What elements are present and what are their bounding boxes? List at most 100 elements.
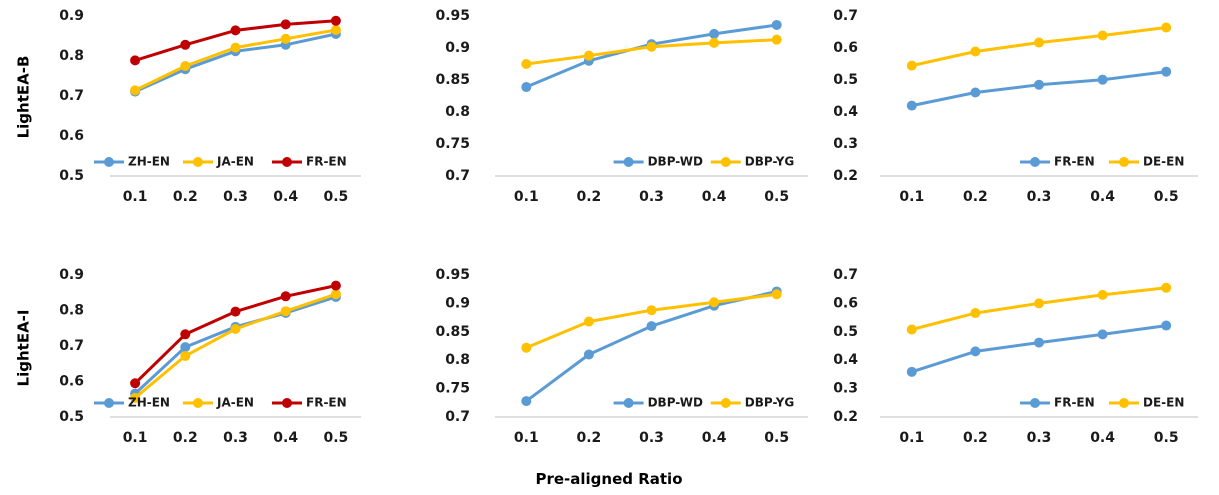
y-tick-label: 0.7 bbox=[59, 338, 84, 354]
legend-label-dbp-wd: DBP-WD bbox=[648, 396, 703, 410]
data-point-fr-en bbox=[230, 25, 241, 36]
x-tick-label: 0.5 bbox=[764, 430, 789, 446]
x-tick-label: 0.1 bbox=[123, 189, 148, 205]
y-tick-label: 0.85 bbox=[435, 72, 470, 88]
row-label-bottom: LightEA-I bbox=[15, 310, 33, 387]
data-point-fr-en bbox=[280, 19, 291, 30]
series-line-dbp-wd bbox=[524, 23, 779, 89]
legend-label-dbp-yg: DBP-YG bbox=[745, 155, 794, 169]
x-tick-label: 0.4 bbox=[1090, 430, 1115, 446]
x-axis-title: Pre-aligned Ratio bbox=[535, 470, 682, 488]
y-tick-label: 0.6 bbox=[833, 295, 858, 311]
data-point-dbp-wd bbox=[583, 349, 594, 360]
legend-label-fr-en: FR-EN bbox=[306, 155, 347, 169]
data-point-dbp-yg bbox=[771, 34, 782, 45]
data-point-de-en bbox=[1161, 22, 1172, 33]
legend-label-zh-en: ZH-EN bbox=[128, 396, 170, 410]
legend-marker-fr-en bbox=[1030, 157, 1040, 167]
y-tick-label: 0.7 bbox=[445, 168, 470, 184]
data-point-fr-en bbox=[970, 346, 981, 357]
y-tick-label: 0.7 bbox=[445, 409, 470, 425]
y-tick-label: 0.9 bbox=[59, 8, 84, 24]
row-label-top: LightEA-B bbox=[15, 56, 33, 139]
data-point-de-en bbox=[1034, 298, 1044, 309]
data-point-de-en bbox=[1097, 289, 1108, 300]
data-point-ja-en bbox=[130, 85, 141, 96]
data-point-de-en bbox=[1034, 37, 1044, 48]
y-tick-label: 0.8 bbox=[59, 303, 84, 319]
data-point-fr-en bbox=[906, 100, 917, 111]
x-tick-label: 0.1 bbox=[123, 430, 148, 446]
data-point-dbp-yg bbox=[709, 297, 720, 308]
x-tick-label: 0.1 bbox=[899, 430, 924, 446]
data-point-fr-en bbox=[1097, 329, 1108, 340]
data-point-dbp-yg bbox=[521, 59, 532, 69]
data-point-dbp-wd bbox=[709, 28, 720, 39]
data-point-fr-en bbox=[970, 87, 981, 98]
data-point-fr-en bbox=[330, 280, 341, 291]
legend-marker-dbp-wd bbox=[623, 398, 634, 408]
y-tick-label: 0.2 bbox=[833, 409, 858, 425]
data-point-fr-en bbox=[1034, 337, 1044, 348]
data-point-dbp-yg bbox=[583, 50, 594, 61]
legend-marker-de-en bbox=[1119, 398, 1129, 408]
data-point-dbp-yg bbox=[521, 342, 532, 353]
series-line-fr-en bbox=[133, 284, 338, 385]
y-tick-label: 0.8 bbox=[445, 352, 470, 368]
y-tick-label: 0.4 bbox=[833, 352, 858, 368]
legend-label-ja-en: JA-EN bbox=[216, 396, 254, 410]
data-point-fr-en bbox=[1097, 74, 1108, 85]
legend-label-fr-en: FR-EN bbox=[306, 396, 347, 410]
legend-label-dbp-wd: DBP-WD bbox=[648, 155, 703, 169]
y-tick-label: 0.2 bbox=[833, 168, 858, 184]
y-tick-label: 0.4 bbox=[833, 104, 858, 120]
legend-marker-dbp-yg bbox=[720, 398, 731, 408]
data-point-de-en bbox=[1161, 282, 1172, 293]
y-tick-label: 0.9 bbox=[445, 40, 470, 56]
data-point-de-en bbox=[970, 46, 981, 57]
x-tick-label: 0.4 bbox=[273, 189, 298, 205]
y-tick-label: 0.5 bbox=[833, 72, 858, 88]
y-tick-label: 0.7 bbox=[833, 8, 858, 24]
x-tick-label: 0.3 bbox=[223, 189, 248, 205]
legend-marker-de-en bbox=[1119, 157, 1129, 167]
x-tick-label: 0.3 bbox=[639, 430, 664, 446]
legend-label-fr-en: FR-EN bbox=[1054, 155, 1095, 169]
x-tick-label: 0.2 bbox=[963, 430, 988, 446]
chart-panel-3: 0.2 0.3 0.4 0.5 0.6 0.7 0.1 0.2 0.3 0.4 0.5 FR-EN DE… bbox=[833, 8, 1198, 205]
data-point-dbp-wd bbox=[521, 396, 532, 407]
x-tick-label: 0.4 bbox=[1090, 189, 1115, 205]
legend-marker-fr-en bbox=[282, 157, 292, 167]
chart-panel-4: 0.5 0.6 0.7 0.8 0.9 0.1 0.2 0.3 0.4 0.5 ZH-EN JA-EN… bbox=[59, 267, 361, 446]
data-point-ja-en bbox=[280, 33, 291, 44]
data-point-dbp-wd bbox=[771, 19, 782, 30]
charts-group: 0.5 0.6 0.7 0.8 0.9 0.1 0.2 0.3 0.4 0.5 ZH-EN JA-EN… bbox=[59, 8, 1198, 446]
data-point-dbp-wd bbox=[521, 82, 532, 93]
legend-marker-dbp-yg bbox=[720, 157, 731, 167]
legend-label-de-en: DE-EN bbox=[1143, 396, 1184, 410]
data-point-fr-en bbox=[280, 291, 291, 302]
data-point-fr-en bbox=[1161, 320, 1172, 331]
legend-marker-ja-en bbox=[193, 157, 203, 167]
x-tick-label: 0.4 bbox=[702, 189, 727, 205]
y-tick-label: 0.3 bbox=[833, 381, 858, 397]
data-point-fr-en bbox=[180, 329, 191, 340]
x-tick-label: 0.5 bbox=[1154, 430, 1179, 446]
data-point-ja-en bbox=[330, 289, 341, 300]
y-tick-label: 0.7 bbox=[59, 88, 84, 104]
legend-label-zh-en: ZH-EN bbox=[128, 155, 170, 169]
data-point-ja-en bbox=[230, 323, 241, 334]
y-tick-label: 0.9 bbox=[59, 267, 84, 283]
series-line-fr-en bbox=[910, 324, 1168, 374]
chart-panel-6: 0.2 0.3 0.4 0.5 0.6 0.7 0.1 0.2 0.3 0.4 0.5 FR-EN DE… bbox=[833, 267, 1198, 446]
data-point-de-en bbox=[906, 324, 917, 335]
data-point-de-en bbox=[1097, 30, 1108, 41]
series-line-dbp-yg bbox=[524, 292, 779, 350]
chart-panel-5: 0.7 0.75 0.8 0.85 0.9 0.95 0.1 0.2 0.3 0.4 0.5 DBP-… bbox=[435, 267, 808, 446]
legend-marker-fr-en bbox=[1030, 398, 1040, 408]
x-tick-label: 0.4 bbox=[702, 430, 727, 446]
x-tick-label: 0.3 bbox=[1027, 430, 1052, 446]
y-tick-label: 0.6 bbox=[59, 128, 84, 144]
data-point-fr-en bbox=[130, 55, 141, 66]
